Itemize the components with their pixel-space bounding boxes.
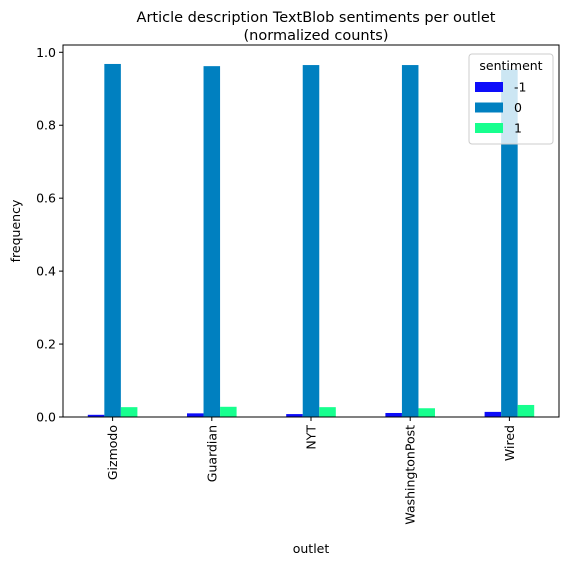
bar-Guardian-1 [220, 406, 237, 417]
y-tick-label: 0.4 [36, 264, 56, 279]
bar-Wired-1 [517, 404, 535, 417]
legend-frame [468, 53, 554, 145]
y-tick-label: 0.8 [36, 118, 56, 133]
bar-Gizmodo-1 [120, 407, 138, 417]
bar-Wired-0 [501, 69, 518, 417]
y-tick-label: 0.6 [36, 191, 56, 206]
x-tick-label: WashingtonPost [403, 425, 418, 525]
bar-Wired--1 [484, 411, 502, 417]
chart-subtitle: (normalized counts) [244, 28, 389, 44]
chart-title: Article description TextBlob sentiments … [137, 10, 496, 26]
x-axis-label: outlet [293, 541, 330, 556]
y-axis-label: frequency [8, 199, 23, 262]
y-tick-label: 0.2 [36, 337, 56, 352]
x-tick-label: Gizmodo [105, 425, 120, 480]
legend-swatch-0 [475, 102, 503, 113]
y-tick-label: 0.0 [36, 410, 56, 425]
y-tick-label: 1.0 [36, 45, 56, 60]
legend-label: 0 [514, 100, 522, 115]
bar-WashingtonPost-1 [418, 408, 435, 417]
bar-Guardian--1 [187, 413, 204, 417]
bar-WashingtonPost--1 [385, 412, 402, 417]
plot-area-frame [62, 44, 560, 418]
x-tick-label: Guardian [204, 425, 219, 482]
bar-NYT-0 [302, 65, 320, 417]
legend-label: 1 [514, 121, 522, 136]
legend-label: -1 [514, 80, 526, 95]
x-tick-label: Wired [502, 425, 517, 461]
y-axis-ticks: 0.0 0.2 0.4 0.6 0.8 1.0 [36, 45, 63, 425]
bar-WashingtonPost-0 [401, 65, 419, 417]
bar-Guardian-0 [203, 66, 221, 417]
legend-title: sentiment [479, 58, 542, 73]
bar-Gizmodo--1 [87, 414, 105, 417]
x-axis-ticks: Gizmodo Guardian NYT WashingtonPost Wired [105, 417, 517, 525]
bar-Gizmodo-0 [104, 63, 121, 417]
bars-group [87, 63, 535, 417]
legend-swatch--1 [475, 82, 503, 92]
bar-NYT-1 [319, 407, 336, 417]
legend: sentiment -1 0 1 [468, 53, 554, 145]
bar-NYT--1 [286, 414, 303, 417]
legend-swatch-1 [475, 123, 503, 133]
x-tick-label: NYT [304, 425, 319, 450]
